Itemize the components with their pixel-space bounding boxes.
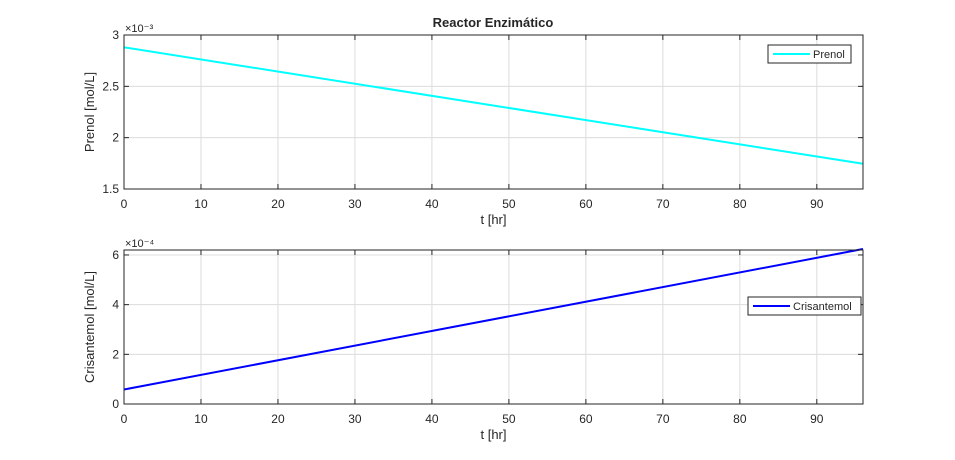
x-tick-label: 30: [348, 197, 362, 211]
y-tick-label: 2.5: [102, 79, 119, 93]
series-line-crisantemol: [123, 248, 864, 391]
x-tick-label: 90: [810, 197, 824, 211]
x-tick-label: 30: [348, 412, 362, 426]
legend-label: Crisantemol: [793, 301, 852, 313]
y-tick-label: 1.5: [102, 182, 119, 196]
legend-label: Prenol: [813, 49, 845, 61]
plot-area: [124, 35, 863, 189]
axes-prenol: 0 10 20 30 40 50 60 70 80 90 1.5 2 2.5 3 ×10⁻³ t [hr] Pr…: [82, 23, 864, 227]
y-tick-label: 2: [112, 131, 119, 145]
y-tick-label: 2: [112, 347, 119, 361]
x-axis-label: t [hr]: [480, 427, 506, 442]
x-tick-label: 70: [656, 197, 670, 211]
chart-title: Reactor Enzimático: [433, 15, 554, 30]
x-tick-label: 60: [579, 412, 593, 426]
x-tick-label: 0: [121, 197, 128, 211]
x-tick-label: 80: [733, 412, 747, 426]
axes-box: [123, 34, 864, 190]
y-exponent-label: ×10⁻⁴: [125, 238, 154, 250]
x-tick-label: 10: [194, 197, 208, 211]
x-axis-label: t [hr]: [480, 212, 506, 227]
y-tick-label: 4: [112, 298, 119, 312]
y-tick-label: 3: [112, 28, 119, 42]
x-tick-label: 0: [121, 412, 128, 426]
y-exponent-label: ×10⁻³: [125, 23, 153, 35]
axes-box: [123, 249, 864, 405]
y-axis-label: Prenol [mol/L]: [82, 72, 97, 152]
legend: Crisantemol: [747, 296, 862, 316]
x-tick-label: 50: [502, 197, 516, 211]
x-tick-label: 80: [733, 197, 747, 211]
legend-box: [747, 296, 862, 316]
x-tick-label: 40: [425, 197, 439, 211]
x-tick-label: 10: [194, 412, 208, 426]
x-tick-label: 60: [579, 197, 593, 211]
x-tick-label: 50: [502, 412, 516, 426]
plot-area: [124, 250, 863, 404]
legend: Prenol: [767, 44, 852, 64]
x-tick-label: 40: [425, 412, 439, 426]
series-line-prenol: [123, 46, 864, 165]
x-tick-label: 90: [810, 412, 824, 426]
x-tick-label: 70: [656, 412, 670, 426]
y-tick-label: 6: [112, 248, 119, 262]
axes-crisantemol: 0 10 20 30 40 50 60 70 80 90 0 2 4 6 ×10⁻⁴ t [hr] Crisan…: [82, 238, 864, 442]
x-tick-label: 20: [271, 412, 285, 426]
y-tick-label: 0: [112, 397, 119, 411]
y-axis-label: Crisantemol [mol/L]: [82, 271, 97, 383]
x-tick-label: 20: [271, 197, 285, 211]
